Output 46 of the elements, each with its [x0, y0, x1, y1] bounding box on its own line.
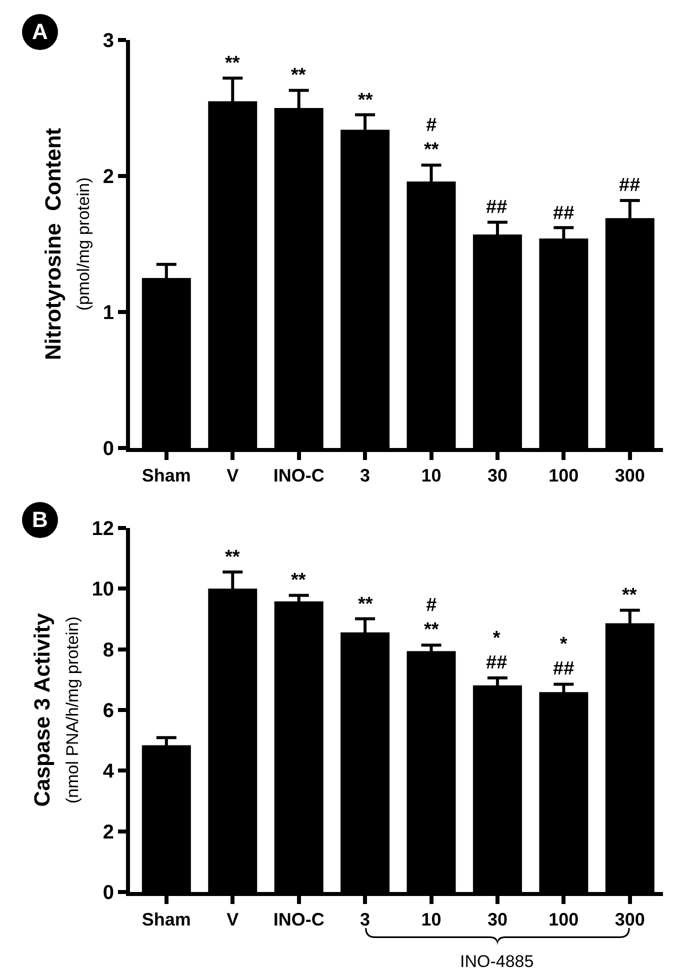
annotation: **: [291, 570, 306, 591]
x-tick-label: 300: [614, 466, 645, 486]
x-tick-label: 30: [487, 466, 508, 486]
y-tick-label: 4: [102, 760, 115, 783]
x-tick-label: INO-C: [273, 466, 324, 486]
annotation: **: [622, 585, 638, 606]
annotation: * ##: [486, 628, 508, 674]
x-tick-label: 3: [360, 910, 370, 930]
x-tick-label: 100: [548, 466, 579, 486]
annotation: ##: [553, 203, 575, 224]
x-tick-label: V: [226, 910, 239, 930]
annotation: **: [225, 53, 240, 74]
y-tick-label: 2: [102, 166, 114, 188]
annotation: # **: [424, 595, 440, 641]
annotation: **: [225, 547, 240, 568]
y-axis-title: Nitrotyrosine Content (pmol/mg protein): [40, 127, 94, 360]
y-tick-label: 8: [102, 639, 114, 662]
x-tick-label: 10: [421, 466, 442, 486]
chart-title: A: [22, 14, 58, 50]
x-tick-label: 100: [548, 910, 579, 930]
annotation: # **: [424, 115, 440, 161]
y-axis-title: Caspase 3 Activity (nmol PNA/h/mg protein): [29, 612, 82, 807]
y-tick-label: 1: [102, 302, 114, 324]
annotation: ##: [486, 197, 508, 218]
y-tick-label: 3: [102, 30, 114, 52]
y-tick-label: 0: [102, 438, 114, 460]
x-tick-label: INO-C: [273, 910, 324, 930]
text: INO-4885: [460, 952, 534, 971]
x-tick-label: 10: [421, 910, 442, 930]
x-tick-label: 300: [614, 910, 645, 930]
y-tick-label: 12: [92, 518, 114, 540]
x-tick-label: 30: [487, 910, 508, 930]
y-tick-label: 6: [102, 700, 114, 722]
x-tick-label: V: [226, 466, 239, 486]
annotation: **: [291, 65, 306, 86]
annotation: * ##: [553, 634, 575, 680]
x-tick-label: Sham: [142, 466, 191, 486]
y-tick-label: 0: [102, 882, 114, 904]
x-tick-label: 3: [360, 466, 370, 486]
y-tick-label: 10: [92, 578, 114, 601]
chart-title: B: [22, 502, 58, 538]
annotation: **: [358, 90, 374, 111]
annotation: ##: [619, 175, 641, 196]
y-tick-label: 2: [102, 821, 114, 844]
x-tick-label: Sham: [142, 910, 191, 930]
annotation: **: [358, 594, 374, 615]
